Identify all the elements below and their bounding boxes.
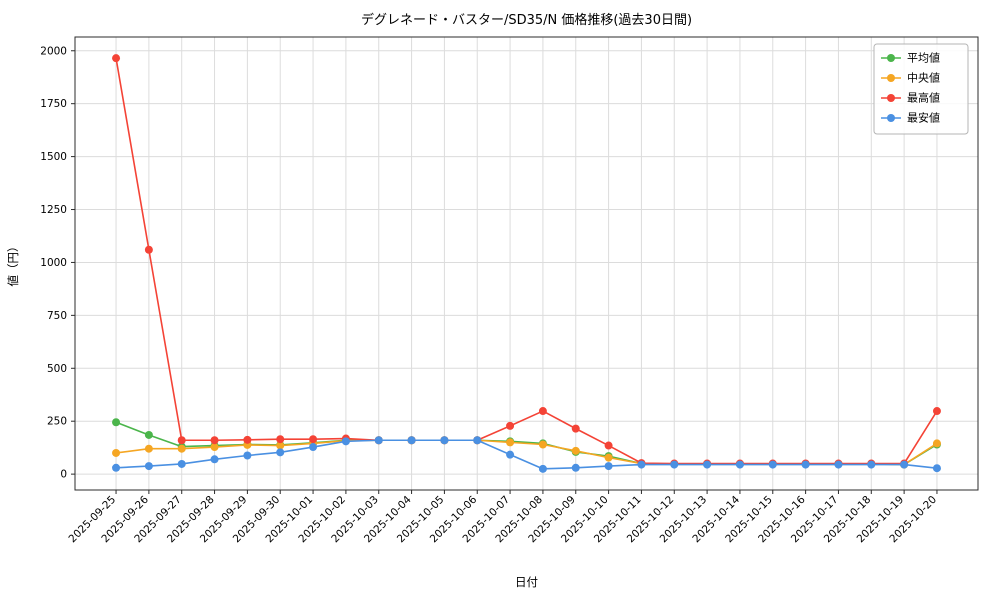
y-tick-label: 0 <box>60 469 67 481</box>
data-point <box>571 446 580 455</box>
plot-frame <box>74 36 979 491</box>
data-point <box>144 462 153 471</box>
data-point <box>506 421 515 430</box>
y-tick-label: 1500 <box>40 151 67 163</box>
data-point <box>177 436 186 445</box>
y-axis-label: 値（円） <box>6 241 20 287</box>
data-point <box>407 436 416 445</box>
legend-marker-dot <box>887 94 895 102</box>
data-point <box>341 437 350 446</box>
data-point <box>932 439 941 448</box>
data-point <box>144 430 153 439</box>
y-tick-label: 500 <box>47 363 67 375</box>
data-point <box>177 459 186 468</box>
data-point <box>243 435 252 444</box>
legend-label: 中央値 <box>907 72 940 85</box>
y-tick-label: 1750 <box>40 98 67 110</box>
data-point <box>735 460 744 469</box>
legend-marker-dot <box>887 114 895 122</box>
data-point <box>144 444 153 453</box>
data-point <box>210 455 219 464</box>
x-axis-label: 日付 <box>515 575 538 589</box>
series-line <box>115 58 938 465</box>
data-point <box>703 460 712 469</box>
data-point <box>440 436 449 445</box>
legend-marker-dot <box>887 54 895 62</box>
series-3 <box>112 436 941 473</box>
data-point <box>276 448 285 457</box>
data-point <box>473 436 482 445</box>
data-point <box>112 418 121 427</box>
data-point <box>571 424 580 433</box>
y-tick-label: 2000 <box>40 45 67 57</box>
data-point <box>604 453 613 462</box>
data-point <box>538 464 547 473</box>
data-point <box>900 460 909 469</box>
data-point <box>210 436 219 445</box>
legend-label: 平均値 <box>907 52 940 65</box>
data-point <box>801 460 810 469</box>
legend-marker-dot <box>887 74 895 82</box>
data-point <box>571 463 580 472</box>
data-point <box>932 464 941 473</box>
legend-label: 最安値 <box>907 111 940 125</box>
data-point <box>309 443 318 452</box>
data-point <box>932 407 941 416</box>
data-point <box>867 460 876 469</box>
data-point <box>144 245 153 254</box>
data-point <box>670 460 679 469</box>
data-point <box>210 443 219 452</box>
legend-box <box>873 43 969 135</box>
legend-label: 最高値 <box>907 91 940 105</box>
data-point <box>604 441 613 450</box>
data-point <box>276 441 285 450</box>
y-tick-label: 750 <box>47 310 67 322</box>
data-point <box>276 435 285 444</box>
data-point <box>309 435 318 444</box>
data-point <box>538 440 547 449</box>
y-tick-label: 250 <box>47 416 67 428</box>
data-point <box>506 450 515 459</box>
data-point <box>834 460 843 469</box>
data-point <box>768 460 777 469</box>
data-point <box>112 54 121 63</box>
data-point <box>112 448 121 457</box>
data-point <box>604 462 613 471</box>
data-point <box>243 451 252 460</box>
data-point <box>506 438 515 447</box>
chart-title: デグレネード・バスター/SD35/N 価格推移(過去30日間) <box>361 12 692 28</box>
data-point <box>538 407 547 416</box>
data-point <box>112 463 121 472</box>
data-point <box>637 460 646 469</box>
data-point <box>177 444 186 453</box>
y-tick-label: 1000 <box>40 257 67 269</box>
series-line <box>116 439 938 470</box>
data-point <box>374 436 383 445</box>
y-tick-label: 1250 <box>40 204 67 216</box>
y-axis-ticks: 0 250 500 750 1000 1250 1500 1750 2000 <box>40 45 75 481</box>
